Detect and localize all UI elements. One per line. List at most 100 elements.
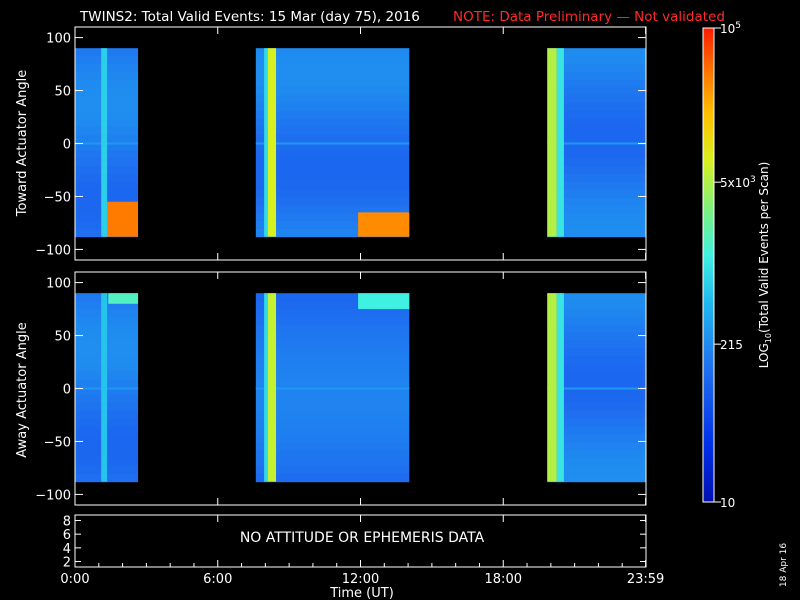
heatmap-stripe (556, 293, 564, 482)
heatmap-cell (547, 63, 646, 73)
heatmap-hot-region (103, 201, 139, 237)
heatmap-cell (255, 348, 410, 357)
heatmap-cell (547, 403, 646, 412)
heatmap-cell (547, 134, 646, 143)
heatmap-cell (547, 118, 646, 128)
heatmap-cell (547, 426, 646, 436)
heatmap-stripe (101, 48, 108, 237)
heatmap-cell (547, 332, 646, 341)
heatmap-cell (255, 465, 410, 475)
colorbar-tick-label: 215 (720, 338, 743, 352)
heatmap-cell (255, 150, 410, 159)
heatmap-stripe (547, 48, 557, 237)
heatmap-cell (547, 340, 646, 349)
y-tick-label: −50 (44, 190, 71, 205)
heatmap-cell (255, 103, 410, 112)
heatmap-cell (255, 118, 410, 128)
colorbar-tick-label: 105 (720, 21, 741, 36)
colorbar-gradient (702, 27, 715, 503)
heatmap-cell (547, 189, 646, 198)
heatmap-cell (547, 324, 646, 333)
heatmap-cell (547, 465, 646, 475)
heatmap-cell (255, 181, 410, 191)
away-y-ticks: 100 50 0 −50 −100 (35, 277, 646, 503)
heatmap-hot-region (358, 293, 410, 310)
y-tick-label: 8 (63, 514, 71, 529)
heatmap-cell (547, 371, 646, 381)
heatmap-cell (547, 308, 646, 318)
heatmap-cell (255, 403, 410, 412)
heatmap-cell (255, 213, 410, 222)
date-stamp: 18 Apr 16 (779, 543, 789, 587)
heatmap-cell (547, 301, 646, 310)
heatmap-cell (255, 395, 410, 404)
heatmap-cell (547, 166, 646, 175)
heatmap-cell (547, 103, 646, 112)
heatmap-cell (547, 197, 646, 206)
zero-angle-band (255, 142, 410, 145)
y-tick-label: 0 (63, 383, 71, 398)
heatmap-cell (547, 48, 646, 57)
heatmap-cell (547, 79, 646, 88)
heatmap-cell (255, 418, 410, 428)
heatmap-cell (255, 426, 410, 436)
heatmap-cell (547, 142, 646, 151)
heatmap-cell (255, 79, 410, 88)
heatmap-cell (547, 126, 646, 136)
heatmap-cell (255, 189, 410, 198)
heatmap-cell (255, 220, 410, 230)
heatmap-cell (255, 197, 410, 206)
heatmap-cell (255, 332, 410, 341)
toward-y-ticks: 100 50 0 −50 −100 (35, 32, 646, 258)
heatmap-stripe (101, 293, 108, 482)
colorbar-tick-label: 5x103 (720, 175, 756, 190)
heatmap-cell (255, 450, 410, 459)
y-tick-label: 50 (54, 330, 71, 345)
heatmap-cell (547, 418, 646, 428)
x-axis-ticks: 0:00 6:00 12:00 18:00 23:59 (60, 27, 664, 587)
heatmap-cell (547, 71, 646, 81)
heatmap-cell (255, 134, 410, 143)
heatmap-cell (547, 395, 646, 404)
heatmap-cell (547, 220, 646, 230)
heatmap-cell (547, 450, 646, 459)
heatmap-cell (255, 324, 410, 333)
x-tick-label: 6:00 (203, 572, 232, 587)
heatmap-cell (255, 387, 410, 396)
heatmap-cell (547, 56, 646, 65)
heatmap-cell (255, 56, 410, 65)
zero-angle-band (547, 387, 646, 390)
heatmap-cell (547, 181, 646, 191)
heatmap-cell (547, 356, 646, 365)
heatmap-cell (547, 95, 646, 104)
y-tick-label: −50 (44, 435, 71, 450)
heatmap-cell (255, 158, 410, 167)
y-tick-label: 0 (63, 138, 71, 153)
heatmap-cell (547, 458, 646, 467)
heatmap-hot-region (358, 212, 410, 237)
x-tick-label: 23:59 (627, 572, 664, 587)
heatmap-cell (255, 363, 410, 373)
x-tick-label: 18:00 (485, 572, 522, 587)
heatmap-cell (255, 411, 410, 420)
heatmap-stripe (264, 48, 268, 237)
heatmap-cell (255, 95, 410, 104)
heatmap-cell (547, 228, 646, 238)
heatmap-cell (255, 126, 410, 136)
heatmap-cell (547, 158, 646, 167)
heatmap-cell (547, 387, 646, 396)
x-axis-label: Time (UT) (329, 586, 394, 600)
heatmap-cell (255, 371, 410, 381)
heatmap-cell (255, 473, 410, 483)
heatmap-cell (255, 142, 410, 151)
colorbar-ticks: 105 5x103 215 10 (714, 21, 756, 510)
heatmap-cell (547, 379, 646, 388)
y-tick-label: −100 (35, 243, 71, 258)
heatmap-cell (547, 348, 646, 357)
heatmap-cell (547, 87, 646, 96)
away-heatmap (75, 293, 646, 483)
heatmap-cell (547, 293, 646, 302)
